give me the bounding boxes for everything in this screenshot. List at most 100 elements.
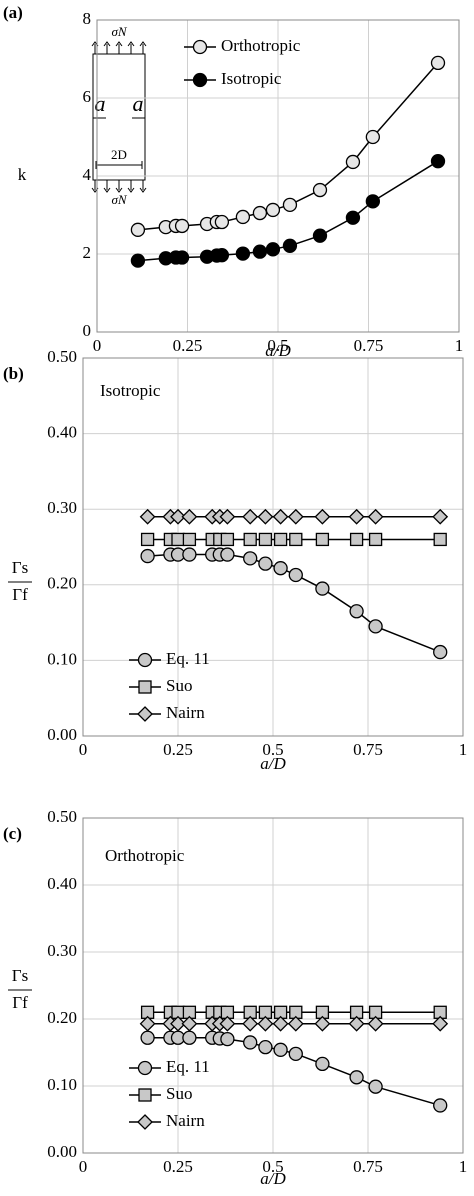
marker xyxy=(315,581,330,596)
marker xyxy=(170,508,186,525)
marker xyxy=(367,1015,384,1032)
marker xyxy=(174,218,190,234)
marker xyxy=(273,561,288,576)
marker xyxy=(219,1015,236,1032)
annotation: Orthotropic xyxy=(105,846,185,865)
marker xyxy=(182,532,197,547)
panel-label: (c) xyxy=(3,824,22,843)
legend-label: Nairn xyxy=(166,703,205,722)
marker xyxy=(220,1031,235,1047)
marker xyxy=(265,242,281,257)
marker xyxy=(430,154,446,169)
inset-label: a xyxy=(95,91,106,116)
marker xyxy=(242,508,259,525)
y-tick-label: 0.00 xyxy=(47,1142,77,1161)
y-axis-label: Γf xyxy=(12,993,28,1012)
x-tick-label: 0.5 xyxy=(262,1157,283,1176)
marker xyxy=(140,532,155,547)
marker xyxy=(348,508,365,525)
marker xyxy=(258,556,273,571)
panel-label: (a) xyxy=(3,3,23,22)
y-tick-label: 0.40 xyxy=(47,423,77,442)
annotation: Isotropic xyxy=(100,381,161,400)
y-tick-label: 0.10 xyxy=(47,649,77,668)
panel: 0.00 0.10 0.20 0.30 0.40 0.50 0 0.25 0.5 0.75 1 (c)… xyxy=(3,807,467,1188)
marker xyxy=(181,1015,198,1032)
legend-marker xyxy=(137,1114,153,1130)
marker xyxy=(433,1098,448,1113)
x-tick-label: 0 xyxy=(79,740,88,759)
marker xyxy=(368,619,383,634)
x-tick-label: 0.5 xyxy=(262,740,283,759)
x-tick-label: 0.75 xyxy=(354,336,384,355)
legend-marker xyxy=(192,72,208,88)
load-arrows xyxy=(94,44,144,190)
x-axis-label: a/D xyxy=(260,1169,286,1188)
marker xyxy=(252,244,268,259)
marker xyxy=(258,532,273,547)
y-tick-label: 4 xyxy=(83,165,92,184)
panel-label: (b) xyxy=(3,364,24,383)
marker xyxy=(219,508,236,525)
marker xyxy=(272,1015,289,1032)
panel: 0.00 0.10 0.20 0.30 0.40 0.50 0 0.25 0.5 0.75 1 (b)… xyxy=(3,347,467,773)
marker xyxy=(272,508,289,525)
x-tick-label: 0.75 xyxy=(353,1157,383,1176)
marker xyxy=(365,194,380,209)
plot-frame xyxy=(96,19,460,333)
panel: 0 2 4 6 8 0 0.25 0.5 0.75 1 (a) a/D k Orthotropic Isot… xyxy=(3,3,463,360)
marker xyxy=(235,246,251,261)
marker xyxy=(349,1070,364,1085)
inset-label: a xyxy=(133,91,144,116)
y-axis-label: Γf xyxy=(12,585,28,604)
marker xyxy=(214,214,230,230)
marker xyxy=(182,547,197,562)
legend-marker xyxy=(137,1060,153,1076)
marker xyxy=(432,1015,449,1032)
marker xyxy=(288,567,303,583)
marker xyxy=(170,1015,186,1032)
marker xyxy=(273,1042,288,1057)
y-tick-label: 8 xyxy=(83,9,92,28)
x-tick-label: 0.5 xyxy=(267,336,288,355)
legend-marker xyxy=(138,680,152,694)
marker xyxy=(235,209,251,225)
inset-label: 2D xyxy=(111,147,127,162)
marker xyxy=(220,532,235,547)
marker xyxy=(312,182,328,198)
marker xyxy=(349,532,364,547)
marker xyxy=(243,551,258,566)
marker xyxy=(265,202,281,218)
y-axis-label: k xyxy=(18,165,27,184)
legend-label: Eq. 11 xyxy=(166,649,210,668)
marker xyxy=(220,547,235,562)
legend-label: Isotropic xyxy=(221,69,282,88)
marker xyxy=(349,604,364,619)
marker xyxy=(257,508,274,525)
marker xyxy=(288,1046,303,1061)
marker xyxy=(432,508,449,525)
legend-marker xyxy=(192,39,208,55)
arrow-heads xyxy=(91,41,147,193)
marker xyxy=(287,1015,304,1032)
marker xyxy=(287,508,304,525)
inset-diagram xyxy=(91,41,147,193)
x-tick-label: 0.25 xyxy=(163,740,193,759)
y-tick-label: 0.50 xyxy=(47,347,77,366)
x-tick-label: 0.25 xyxy=(163,1157,193,1176)
marker xyxy=(314,1015,331,1032)
marker xyxy=(130,253,146,268)
plot-frame xyxy=(82,817,464,1154)
marker xyxy=(140,548,155,564)
legend-label: Orthotropic xyxy=(221,36,301,55)
y-tick-label: 2 xyxy=(83,243,92,262)
marker xyxy=(315,532,330,547)
marker xyxy=(243,532,257,547)
marker xyxy=(368,1079,383,1094)
y-tick-label: 0.30 xyxy=(47,941,77,960)
x-axis-label: a/D xyxy=(260,754,286,773)
marker xyxy=(252,205,268,221)
legend-label: Suo xyxy=(166,676,192,695)
x-tick-label: 1 xyxy=(455,336,464,355)
y-tick-label: 0 xyxy=(83,321,92,340)
